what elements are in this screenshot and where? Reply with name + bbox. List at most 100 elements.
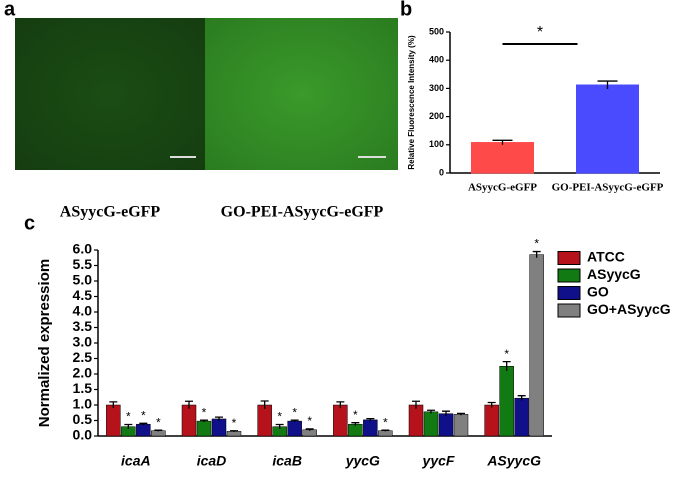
- error-bar: [366, 417, 375, 422]
- bar: [257, 404, 272, 437]
- bar: [106, 404, 121, 437]
- error-bar: [290, 419, 299, 423]
- x-tick-label: yycG: [345, 453, 380, 469]
- legend-swatch: [557, 268, 581, 283]
- error-bar: [532, 250, 541, 258]
- y-tick-label: 2.0: [73, 365, 93, 381]
- x-tick-label: ASyycG-eGFP: [468, 182, 537, 194]
- y-tick-label: 2.5: [73, 349, 93, 365]
- bar: [499, 366, 514, 437]
- significance-mark: *: [232, 416, 237, 430]
- error-bar: [336, 401, 345, 409]
- significance-mark: *: [307, 414, 312, 428]
- bar: [363, 419, 378, 437]
- error-bar: [139, 422, 148, 426]
- error-bar: [124, 423, 133, 429]
- micrograph: [15, 18, 205, 170]
- legend-label: GO: [587, 284, 609, 300]
- significance-mark: *: [202, 405, 207, 419]
- panel-label: b: [400, 0, 412, 20]
- legend-swatch: [557, 286, 581, 300]
- y-tick-label: 100: [429, 139, 444, 149]
- error-bar: [517, 395, 526, 401]
- bar: [211, 418, 227, 437]
- y-tick-label: 1.5: [73, 380, 93, 396]
- y-tick-label: 500: [429, 26, 444, 36]
- bar: [484, 404, 499, 437]
- y-tick-label: 400: [429, 55, 444, 65]
- caption: GO-PEI-ASyycG-eGFP: [221, 204, 384, 221]
- bar: [378, 430, 393, 437]
- error-bar: [442, 410, 450, 417]
- legend-swatch: [557, 251, 581, 265]
- bar: [226, 431, 242, 437]
- error-bar: [275, 423, 284, 429]
- significance-mark: *: [277, 410, 282, 424]
- legend-label: GO+ASyycG: [587, 301, 671, 317]
- panel-label: a: [4, 0, 16, 20]
- y-tick-label: 300: [429, 83, 444, 93]
- y-tick-label: 6.0: [73, 241, 93, 257]
- error-bar: [200, 419, 208, 423]
- x-tick-label: GO-PEI-ASyycG-eGFP: [552, 182, 664, 194]
- y-tick-label: 5.5: [73, 256, 93, 272]
- significance-mark: *: [534, 237, 539, 251]
- bar: [423, 411, 439, 437]
- x-tick-label: icaD: [197, 453, 227, 469]
- bar: [471, 142, 534, 174]
- bar: [181, 404, 197, 437]
- y-axis-label: Normalized expressiom: [36, 259, 53, 427]
- y-tick-label: 0.0: [73, 427, 93, 443]
- significance-mark: *: [353, 408, 358, 422]
- y-tick-label: 3.5: [73, 318, 93, 334]
- significance-mark: *: [141, 408, 146, 422]
- legend-label: ATCC: [587, 249, 625, 265]
- bar: [287, 420, 302, 437]
- y-tick-label: 200: [429, 111, 444, 121]
- x-tick-label: yycF: [422, 453, 455, 469]
- y-tick-label: 3.0: [73, 334, 93, 350]
- error-bar: [412, 400, 420, 409]
- y-tick-label: 0: [439, 167, 444, 177]
- error-bar: [109, 401, 118, 409]
- bar: [151, 430, 166, 437]
- bar: [408, 404, 424, 437]
- error-bar: [351, 422, 360, 426]
- bar: [196, 420, 212, 437]
- error-bar: [597, 80, 618, 89]
- panel-label: c: [24, 212, 35, 234]
- bar: [136, 423, 151, 437]
- error-bar: [487, 401, 496, 408]
- significance-mark: *: [126, 410, 131, 424]
- error-bar: [260, 400, 269, 410]
- y-tick-label: 1.0: [73, 396, 93, 412]
- bar: [348, 423, 363, 437]
- micrograph: [205, 18, 398, 170]
- error-bar: [230, 430, 238, 432]
- error-bar: [457, 412, 465, 416]
- y-tick-label: 0.5: [73, 411, 93, 427]
- x-tick-label: ASyycG: [486, 453, 541, 469]
- error-bar: [185, 400, 193, 409]
- error-bar: [492, 139, 513, 145]
- x-tick-label: icaA: [121, 453, 151, 469]
- error-bar: [381, 429, 390, 432]
- bar: [438, 413, 454, 437]
- bar: [453, 414, 469, 437]
- bar: [333, 404, 348, 437]
- legend-swatch: [557, 303, 581, 318]
- caption: ASyycG-eGFP: [60, 204, 161, 221]
- y-axis-label: Relative Fluorescence Intensity (%): [407, 35, 416, 170]
- x-tick-label: icaB: [272, 453, 302, 469]
- error-bar: [502, 360, 511, 371]
- legend-label: ASyycG: [587, 266, 641, 282]
- y-tick-label: 5.0: [73, 272, 93, 288]
- error-bar: [305, 428, 314, 431]
- error-bar: [427, 409, 435, 414]
- significance-mark: *: [292, 405, 297, 419]
- y-tick-label: 4.5: [73, 287, 93, 303]
- bar: [529, 254, 544, 437]
- significance-mark: *: [156, 415, 161, 429]
- bar: [576, 84, 639, 174]
